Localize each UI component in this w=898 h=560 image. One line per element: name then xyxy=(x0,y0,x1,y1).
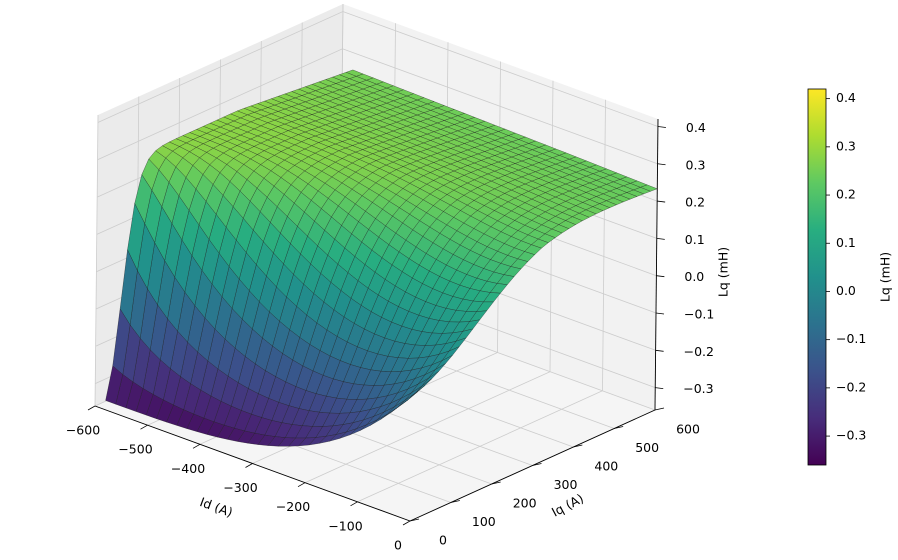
x-tick-mark xyxy=(245,463,253,468)
y-tick-mark xyxy=(573,444,583,448)
y-tick-mark xyxy=(532,463,542,466)
colorbar-tick-label: −0.1 xyxy=(836,331,866,346)
y-tick-mark xyxy=(614,426,624,429)
y-tick-mark xyxy=(450,500,460,503)
z-tick-label: 0.2 xyxy=(685,195,705,210)
z-tick-mark xyxy=(656,237,665,240)
x-tick-mark xyxy=(192,443,201,449)
z-tick-label: −0.3 xyxy=(683,381,713,396)
colorbar-tick-label: 0.0 xyxy=(836,283,856,298)
x-tick-label: −300 xyxy=(223,480,257,495)
grid-line-z xyxy=(97,11,659,127)
colorbar-tick-label: 0.4 xyxy=(836,90,856,105)
x-tick-label: −500 xyxy=(118,442,152,457)
x-tick-mark xyxy=(350,501,358,507)
z-tick-mark xyxy=(655,387,664,390)
y-tick-label: 600 xyxy=(676,422,700,437)
z-tick-label: −0.2 xyxy=(684,344,714,359)
colorbar-tick-label: 0.3 xyxy=(836,138,856,153)
z-axis-line xyxy=(654,118,659,411)
z-tick-mark xyxy=(655,312,665,315)
y-tick-mark xyxy=(654,407,665,411)
colorbar-tick-label: 0.2 xyxy=(836,187,856,202)
x-tick-label: −600 xyxy=(66,423,100,438)
colorbar: Lq (mH) xyxy=(807,88,893,466)
surface-facet xyxy=(105,365,123,405)
colorbar-tick-label: 0.1 xyxy=(836,235,856,250)
tick-labels: −600 −500 −400 −300 −200 −100 0 0 100 200 300 400 50… xyxy=(66,90,867,552)
colorbar-tick-label: −0.3 xyxy=(836,428,866,443)
y-tick-mark xyxy=(409,518,420,522)
y-tick-mark xyxy=(491,481,501,485)
y-tick-label: 0 xyxy=(439,533,447,548)
colorbar-tick-label: −0.2 xyxy=(836,379,866,394)
x-axis-label: Id (A) xyxy=(198,494,235,520)
z-tick-mark xyxy=(657,200,666,203)
y-tick-label: 200 xyxy=(513,496,537,511)
z-tick-mark xyxy=(656,275,665,278)
z-tick-mark xyxy=(655,349,664,352)
z-tick-label: −0.1 xyxy=(684,307,714,322)
z-tick-label: 0.1 xyxy=(685,232,705,247)
x-tick-label: −400 xyxy=(171,461,205,476)
x-tick-mark xyxy=(297,482,306,488)
colorbar-label: Lq (mH) xyxy=(878,252,893,302)
grid-line-z xyxy=(97,48,658,165)
y-axis-label: Iq (A) xyxy=(549,491,586,520)
y-tick-label: 300 xyxy=(554,477,578,492)
z-tick-mark xyxy=(657,163,666,166)
x-tick-mark xyxy=(87,405,96,411)
x-tick-mark xyxy=(140,424,148,430)
y-tick-label: 400 xyxy=(594,459,618,474)
z-axis-label: Lq (mH) xyxy=(716,247,731,297)
y-tick-label: 500 xyxy=(635,440,659,455)
x-tick-label: −200 xyxy=(276,499,310,514)
z-tick-label: 0.4 xyxy=(686,120,706,135)
x-tick-label: −100 xyxy=(328,518,362,533)
x-tick-mark xyxy=(402,520,411,526)
y-tick-label: 100 xyxy=(472,514,496,529)
colorbar-gradient xyxy=(807,88,827,466)
z-tick-label: 0.3 xyxy=(686,157,706,172)
z-tick-mark xyxy=(657,126,666,128)
z-tick-label: 0.0 xyxy=(684,269,704,284)
x-tick-label: 0 xyxy=(394,538,402,553)
lq-surface xyxy=(105,69,658,447)
